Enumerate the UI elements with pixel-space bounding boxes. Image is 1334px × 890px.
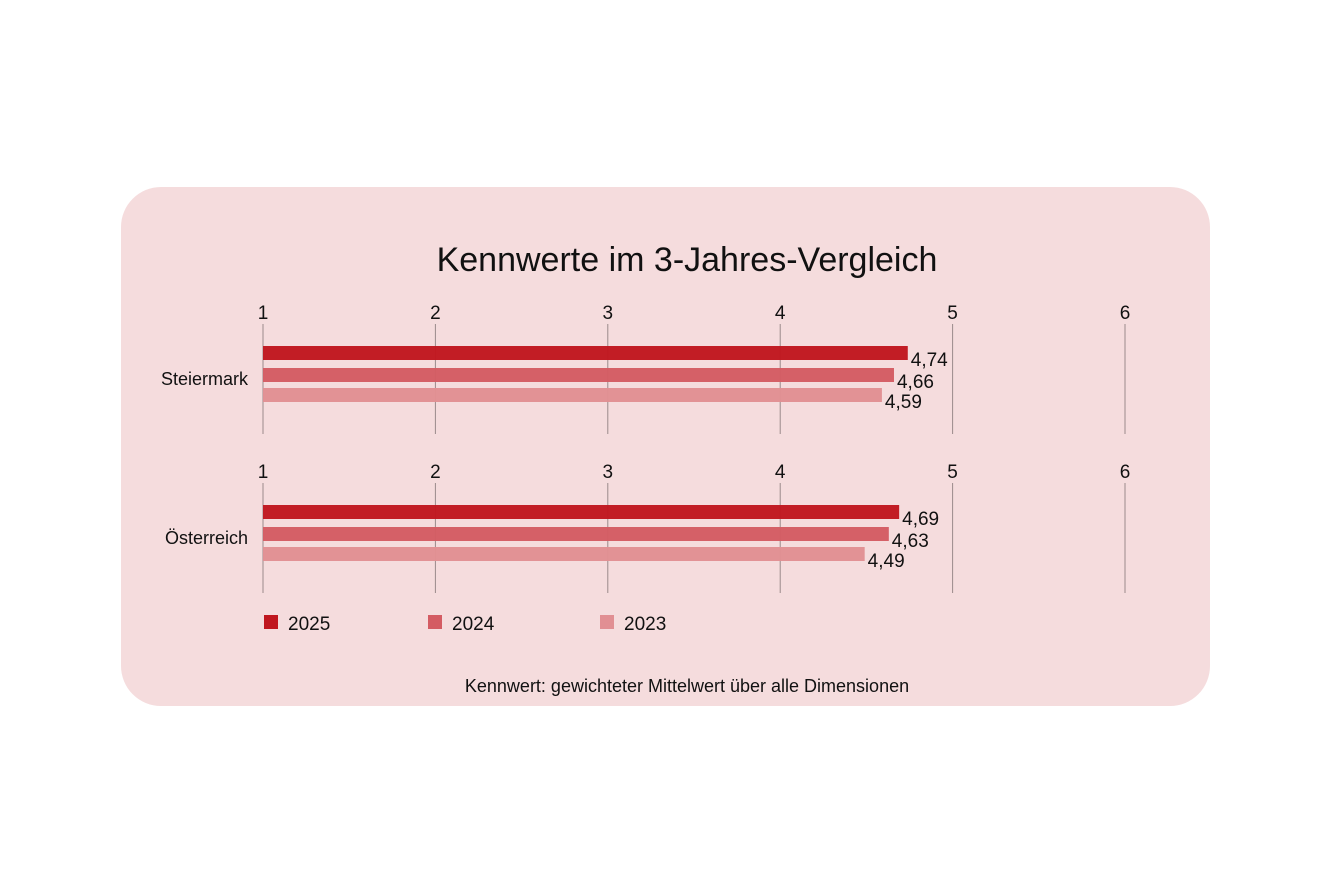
legend-label: 2023	[624, 614, 666, 635]
bar-2025	[263, 505, 900, 519]
data-label: 4,66	[897, 372, 934, 393]
bar-2023	[263, 547, 865, 561]
category-label: Österreich	[165, 528, 248, 548]
tick-label: 1	[258, 462, 269, 483]
chart-card	[121, 187, 1210, 706]
legend-swatch-2024	[428, 615, 442, 629]
legend-label: 2025	[288, 614, 330, 635]
tick-label: 6	[1120, 303, 1131, 324]
data-label: 4,63	[892, 531, 929, 552]
tick-label: 4	[775, 462, 786, 483]
data-label: 4,69	[902, 509, 939, 530]
footnote: Kennwert: gewichteter Mittelwert über al…	[465, 676, 909, 696]
data-label: 4,59	[885, 392, 922, 413]
tick-label: 4	[775, 303, 786, 324]
category-label: Steiermark	[161, 369, 249, 389]
tick-label: 1	[258, 303, 269, 324]
bar-2024	[263, 368, 894, 382]
legend-swatch-2025	[264, 615, 278, 629]
bar-2024	[263, 527, 889, 541]
tick-label: 3	[603, 303, 614, 324]
chart-title: Kennwerte im 3-Jahres-Vergleich	[437, 241, 938, 279]
legend-swatch-2023	[600, 615, 614, 629]
bar-2025	[263, 346, 908, 360]
tick-label: 3	[603, 462, 614, 483]
data-label: 4,74	[911, 350, 948, 371]
tick-label: 5	[947, 303, 958, 324]
bar-2023	[263, 388, 882, 402]
tick-label: 2	[430, 462, 441, 483]
legend-label: 2024	[452, 614, 495, 635]
tick-label: 6	[1120, 462, 1131, 483]
tick-label: 2	[430, 303, 441, 324]
data-label: 4,49	[868, 551, 905, 572]
tick-label: 5	[947, 462, 958, 483]
